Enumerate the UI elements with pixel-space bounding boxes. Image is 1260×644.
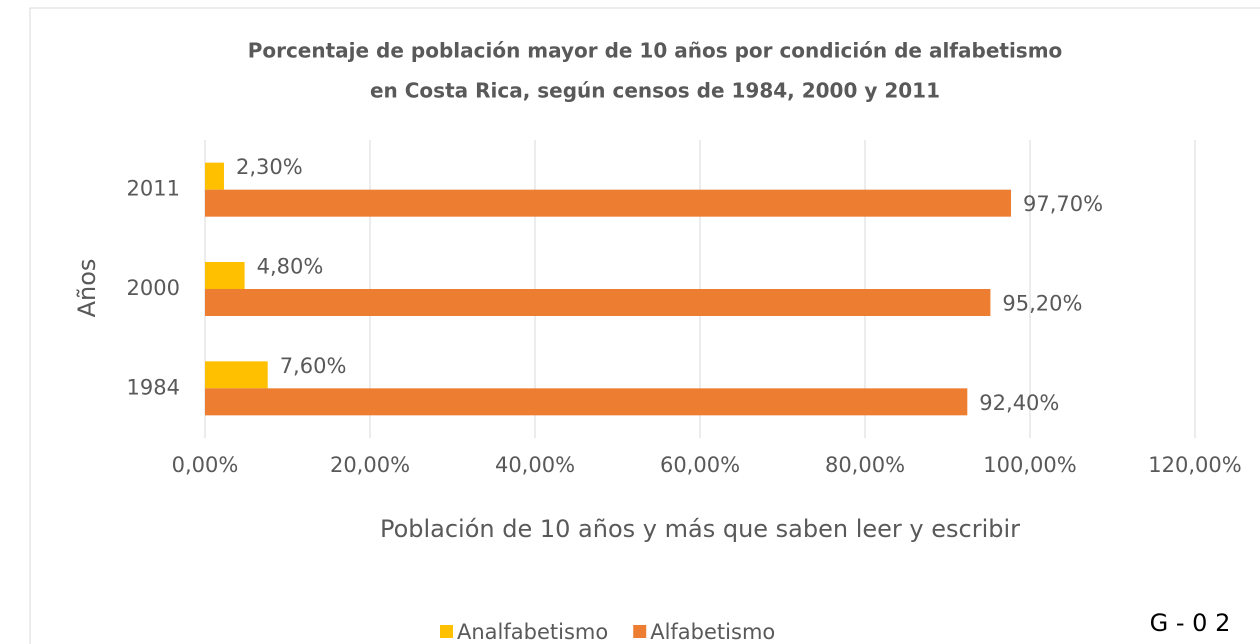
x-tick-label: 80,00% bbox=[825, 453, 905, 477]
legend-swatch bbox=[633, 625, 647, 638]
chart-subtitle: en Costa Rica, según censos de 1984, 200… bbox=[370, 79, 940, 103]
x-tick-label: 40,00% bbox=[495, 453, 575, 477]
y-tick-label: 1984 bbox=[127, 375, 180, 399]
y-tick-label: 2011 bbox=[127, 177, 180, 201]
y-axis-label: Años bbox=[73, 259, 101, 318]
data-label: 2,30% bbox=[236, 155, 303, 179]
chart-border bbox=[29, 7, 1260, 644]
data-label: 7,60% bbox=[280, 354, 347, 378]
x-axis-label: Población de 10 años y más que saben lee… bbox=[380, 515, 1020, 543]
legend-label: Alfabetismo bbox=[650, 620, 775, 644]
data-label: 95,20% bbox=[1002, 292, 1082, 316]
x-tick-label: 20,00% bbox=[330, 453, 410, 477]
bar bbox=[205, 162, 224, 190]
data-label: 97,70% bbox=[1023, 192, 1103, 216]
bar bbox=[205, 262, 245, 289]
bar bbox=[205, 289, 991, 316]
x-tick-label: 100,00% bbox=[983, 453, 1076, 477]
legend-label: Analfabetismo bbox=[457, 620, 608, 644]
bar bbox=[205, 361, 268, 389]
data-label: 4,80% bbox=[257, 255, 324, 279]
bar bbox=[205, 388, 968, 416]
x-tick-label: 0,00% bbox=[172, 453, 239, 477]
bar bbox=[205, 189, 1012, 217]
chart-title: Porcentaje de población mayor de 10 años… bbox=[248, 39, 1063, 63]
y-tick-label: 2000 bbox=[127, 276, 180, 300]
data-label: 92,40% bbox=[979, 391, 1059, 415]
annotation: G - 0 2 bbox=[1150, 609, 1231, 637]
x-tick-label: 120,00% bbox=[1148, 453, 1241, 477]
x-tick-label: 60,00% bbox=[660, 453, 740, 477]
legend-swatch bbox=[440, 625, 453, 638]
